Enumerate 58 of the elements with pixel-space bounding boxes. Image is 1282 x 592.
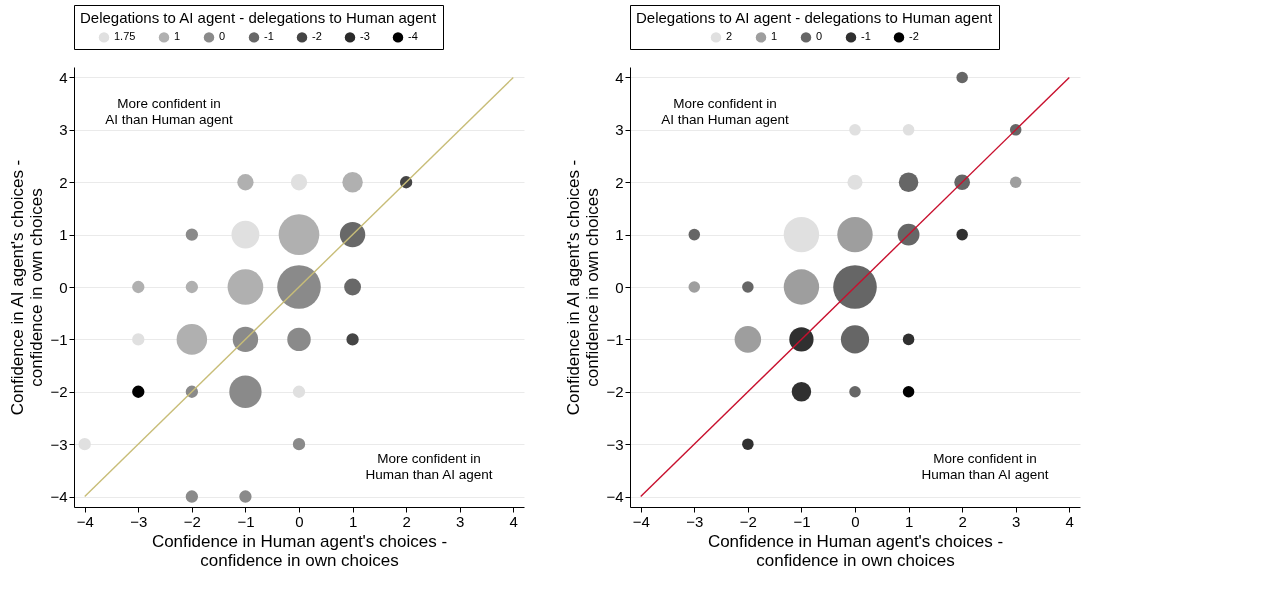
- y-tick-label: 4: [59, 68, 68, 86]
- legend-label: 1: [771, 30, 778, 43]
- x-axis-title: Confidence in Human agent's choices - confidence in own choices: [151, 531, 448, 570]
- y-tick-label: −1: [606, 330, 624, 348]
- x-tick-label: 3: [456, 512, 465, 530]
- x-tick-label: 4: [1065, 512, 1074, 530]
- annotation: More confident in Human than AI agent: [365, 451, 493, 482]
- y-tick-label: −3: [606, 435, 624, 453]
- x-tick-label: 1: [904, 512, 914, 530]
- x-tick-label: −4: [76, 512, 94, 530]
- annotation: More confident in AI than Human agent: [105, 96, 234, 127]
- y-tick-label: −2: [606, 383, 624, 401]
- y-tick-label: 3: [615, 121, 624, 139]
- y-tick-label: 4: [615, 68, 624, 86]
- y-tick-label: −3: [50, 435, 68, 453]
- y-tick-label: −4: [606, 488, 624, 506]
- y-tick-label: 3: [59, 121, 68, 139]
- x-tick-label: 0: [295, 512, 304, 530]
- legend-label: -3: [360, 30, 370, 43]
- legend-title: Delegations to AI agent - delegations to Human agent: [635, 9, 993, 26]
- y-tick-label: 1: [59, 226, 68, 244]
- legend-label: 0: [219, 30, 226, 43]
- legend-label: 2: [726, 30, 733, 43]
- y-tick-label: 1: [615, 226, 624, 244]
- legend-title: Delegations to AI agent - delegations to Human agent: [79, 9, 437, 26]
- y-tick-label: 2: [615, 173, 624, 191]
- y-tick-label: 2: [59, 173, 68, 191]
- annotation: More confident in Human than AI agent: [921, 451, 1049, 482]
- legend-label: -1: [861, 30, 871, 43]
- legend-label: -2: [909, 30, 919, 43]
- y-axis-title: Confidence in AI agent's choices - confidence in own choices: [8, 159, 47, 416]
- x-tick-label: 3: [1012, 512, 1021, 530]
- legend-label: 1: [174, 30, 181, 43]
- x-tick-label: −1: [793, 512, 811, 530]
- x-tick-label: 4: [509, 512, 518, 530]
- x-tick-label: −2: [183, 512, 201, 530]
- x-tick-label: 2: [958, 512, 967, 530]
- legend-label: -1: [264, 30, 274, 43]
- y-tick-label: −4: [50, 488, 68, 506]
- annotation: More confident in AI than Human agent: [661, 96, 790, 127]
- y-tick-label: 0: [59, 278, 68, 296]
- x-tick-label: −2: [739, 512, 757, 530]
- x-tick-label: −3: [686, 512, 704, 530]
- x-tick-label: −3: [130, 512, 148, 530]
- x-tick-label: −1: [237, 512, 255, 530]
- x-tick-label: 1: [348, 512, 358, 530]
- x-axis-title: Confidence in Human agent's choices - confidence in own choices: [707, 531, 1004, 570]
- legend-label: 0: [816, 30, 823, 43]
- x-tick-label: 0: [851, 512, 860, 530]
- y-tick-label: 0: [615, 278, 624, 296]
- y-tick-label: −2: [50, 383, 68, 401]
- legend-label: -2: [312, 30, 322, 43]
- y-axis-title: Confidence in AI agent's choices - confidence in own choices: [564, 159, 603, 416]
- legend-label: 1.75: [114, 30, 136, 43]
- y-tick-label: −1: [50, 330, 68, 348]
- x-tick-label: −4: [632, 512, 650, 530]
- x-tick-label: 2: [402, 512, 411, 530]
- legend-label: -4: [408, 30, 418, 43]
